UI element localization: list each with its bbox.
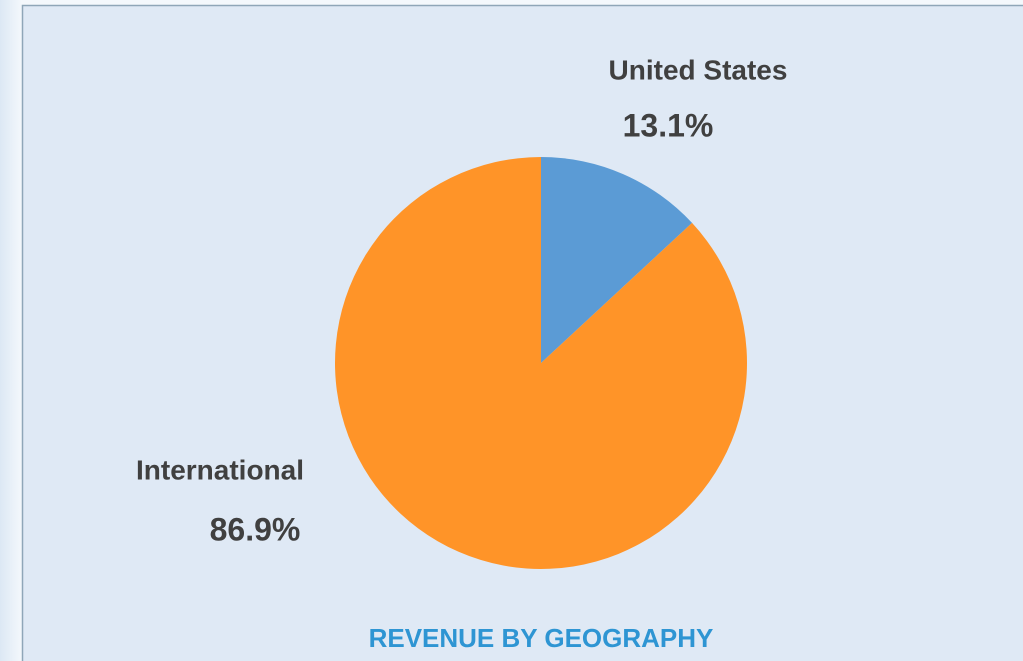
slice-label: International: [136, 454, 304, 485]
slice-value: 86.9%: [210, 511, 301, 547]
slice-value: 13.1%: [623, 107, 714, 143]
side-band: [0, 0, 22, 661]
pie-slice: [334, 157, 747, 569]
chart-title: REVENUE BY GEOGRAPHY: [369, 623, 714, 653]
slice-label: United States: [609, 54, 788, 85]
pie-slice: [541, 157, 693, 363]
